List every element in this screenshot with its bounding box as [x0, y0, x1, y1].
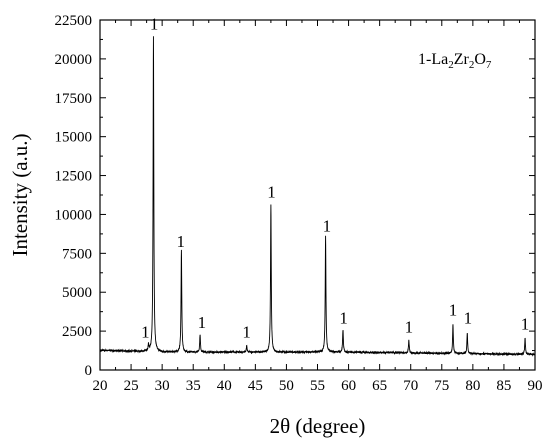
x-tick-label: 20 — [93, 378, 108, 394]
x-tick-label: 45 — [248, 378, 263, 394]
peak-label: 1 — [521, 315, 530, 334]
x-tick-label: 70 — [403, 378, 418, 394]
y-tick-label: 15000 — [55, 130, 93, 146]
legend: 1-La2Zr2O7 — [418, 51, 492, 71]
x-tick-label: 65 — [372, 378, 387, 394]
peak-label: 1 — [339, 308, 348, 327]
legend-label: 1-La2Zr2O7 — [418, 51, 492, 71]
x-tick-label: 90 — [528, 378, 543, 394]
xrd-series-line — [99, 36, 536, 357]
y-axis-title: Intensity (a.u.) — [8, 133, 32, 256]
y-tick-label: 2500 — [62, 324, 92, 340]
x-tick-label: 80 — [465, 378, 480, 394]
x-tick-label: 30 — [155, 378, 170, 394]
x-tick-label: 75 — [434, 378, 449, 394]
peak-label: 1 — [405, 318, 414, 337]
peak-label: 1 — [141, 322, 150, 341]
y-tick-label: 22500 — [55, 13, 93, 29]
peak-label: 1 — [150, 14, 159, 33]
xrd-pattern — [99, 36, 536, 357]
x-axis-title: 2θ (degree) — [270, 414, 366, 438]
peak-label: 1 — [449, 301, 458, 320]
peak-label: 1 — [242, 322, 251, 341]
x-tick-label: 25 — [124, 378, 139, 394]
peak-label: 1 — [198, 313, 207, 332]
x-tick-label: 40 — [217, 378, 232, 394]
y-tick-label: 10000 — [55, 207, 93, 223]
x-tick-label: 55 — [310, 378, 325, 394]
y-tick-label: 12500 — [55, 169, 93, 185]
peak-label: 1 — [464, 308, 473, 327]
y-tick-label: 5000 — [62, 285, 92, 301]
x-tick-label: 35 — [186, 378, 201, 394]
peak-label: 1 — [267, 182, 276, 201]
peak-label: 1 — [323, 217, 332, 236]
peak-label: 1 — [177, 232, 186, 251]
x-tick-label: 60 — [341, 378, 356, 394]
y-tick-label: 20000 — [55, 52, 93, 68]
y-tick-label: 7500 — [62, 246, 92, 262]
x-tick-label: 85 — [496, 378, 511, 394]
y-tick-label: 17500 — [55, 91, 93, 107]
axes: 20 25 30 35 40 45 50 55 60 65 70 75 80 85 90 0 2500 5000 7… — [55, 13, 543, 394]
y-tick-label: 0 — [85, 363, 93, 379]
x-tick-label: 50 — [279, 378, 294, 394]
